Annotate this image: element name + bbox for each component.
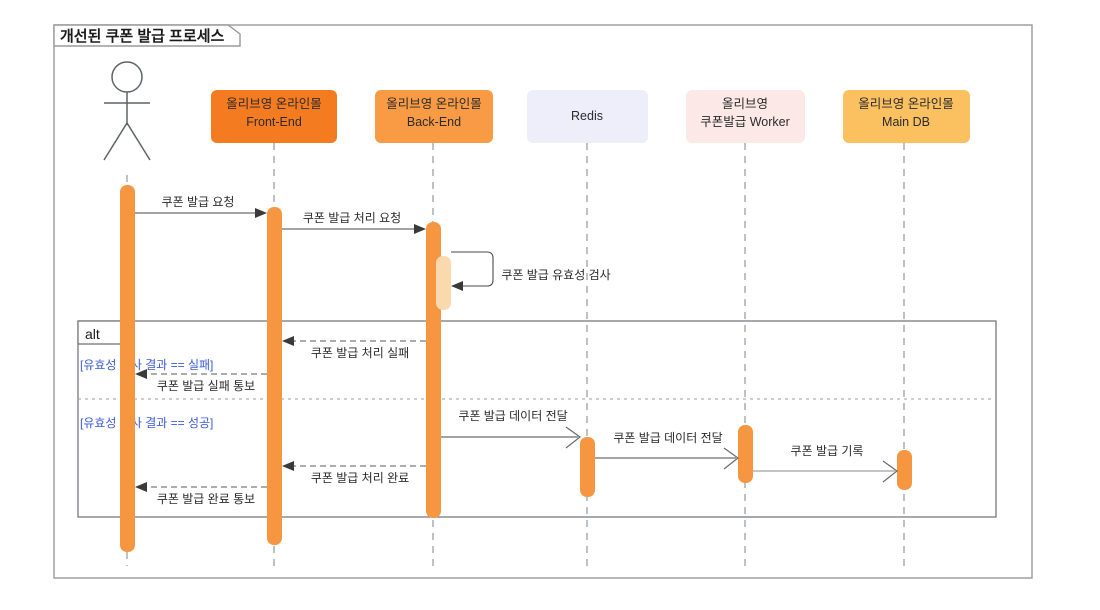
alt-operator-label: alt: [85, 326, 100, 342]
activation-worker: [738, 425, 753, 483]
message-label-m3: 쿠폰 발급 유효성 검사: [501, 268, 610, 282]
diagram-frame: 개선된 쿠폰 발급 프로세스: [53, 24, 1033, 579]
alt-guard-fail: [유효성 검사 결과 == 실패]: [80, 358, 213, 372]
message-label-m1: 쿠폰 발급 요청: [162, 195, 235, 209]
message-label-m6: 쿠폰 발급 데이터 전달: [458, 409, 567, 423]
participant-label-backend-line1: 올리브영 온라인몰: [386, 97, 481, 111]
message-coupon-complete-notify: 쿠폰 발급 완료 통보: [135, 482, 267, 506]
message-label-m9: 쿠폰 발급 처리 완료: [311, 471, 409, 485]
message-coupon-data-transfer-worker: 쿠폰 발급 데이터 전달: [595, 431, 740, 470]
participant-box-frontend[interactable]: 올리브영 온라인몰 Front-End: [211, 90, 337, 143]
participant-label-maindb-line1: 올리브영 온라인몰: [858, 97, 953, 111]
message-label-m4: 쿠폰 발급 처리 실패: [311, 346, 409, 360]
activation-bars: [120, 185, 912, 552]
actor-stick-figure: [103, 61, 151, 161]
participant-label-backend-line2: Back-End: [407, 115, 461, 129]
message-coupon-process-request: 쿠폰 발급 처리 요청: [282, 211, 426, 234]
participant-label-worker-line2: 쿠폰발급 Worker: [700, 115, 790, 129]
message-label-m10: 쿠폰 발급 완료 통보: [157, 492, 255, 506]
message-label-m5: 쿠폰 발급 실패 통보: [157, 379, 255, 393]
activation-backend-nested: [436, 256, 451, 310]
participant-label-redis-line1: Redis: [571, 109, 603, 123]
message-coupon-issue-request: 쿠폰 발급 요청: [135, 195, 267, 218]
message-coupon-fail-notify: 쿠폰 발급 실패 통보: [135, 369, 267, 393]
alt-guard-success: [유효성 검사 결과 == 성공]: [80, 416, 213, 430]
participant-label-frontend-line1: 올리브영 온라인몰: [226, 97, 321, 111]
message-label-m7: 쿠폰 발급 데이터 전달: [613, 431, 722, 445]
message-label-m8: 쿠폰 발급 기록: [791, 444, 864, 458]
activation-redis: [580, 437, 595, 497]
alt-fragment: alt [유효성 검사 결과 == 실패] [유효성 검사 결과 == 성공]: [77, 320, 997, 518]
message-coupon-process-complete: 쿠폰 발급 처리 완료: [282, 461, 426, 485]
participant-label-worker-line1: 올리브영: [722, 97, 768, 111]
message-coupon-validity-check: 쿠폰 발급 유효성 검사: [451, 251, 611, 291]
activation-actor: [120, 185, 135, 552]
activation-frontend: [267, 207, 282, 545]
message-coupon-process-fail: 쿠폰 발급 처리 실패: [282, 336, 426, 360]
participant-box-maindb[interactable]: 올리브영 온라인몰 Main DB: [843, 90, 970, 143]
participant-box-worker[interactable]: 올리브영 쿠폰발급 Worker: [686, 90, 805, 143]
message-coupon-record: 쿠폰 발급 기록: [753, 444, 899, 483]
participant-box-redis[interactable]: Redis: [527, 90, 648, 143]
participant-label-frontend-line2: Front-End: [246, 115, 302, 129]
activation-maindb: [897, 450, 912, 490]
message-label-m2: 쿠폰 발급 처리 요청: [303, 211, 401, 225]
participant-label-maindb-line2: Main DB: [882, 115, 930, 129]
frame-title-label: 개선된 쿠폰 발급 프로세스: [60, 27, 225, 45]
message-coupon-data-transfer-redis: 쿠폰 발급 데이터 전달: [441, 409, 582, 449]
participant-box-backend[interactable]: 올리브영 온라인몰 Back-End: [375, 90, 493, 143]
